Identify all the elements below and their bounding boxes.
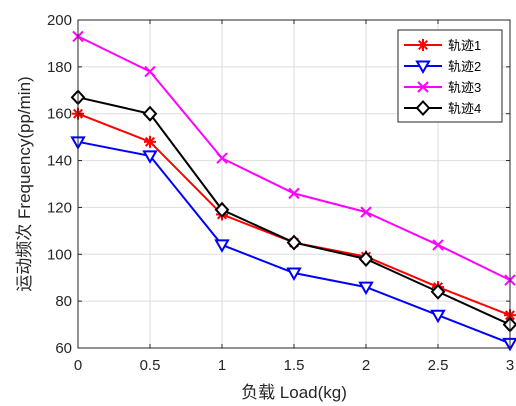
x-tick-label: 0: [74, 357, 82, 374]
data-point-x: [288, 187, 300, 200]
data-point-x: [417, 81, 429, 93]
data-point-asterisk: [144, 135, 156, 148]
data-point-diamond: [415, 100, 431, 116]
data-point-triangle-down: [214, 239, 230, 253]
series-group: [70, 30, 516, 352]
y-axis-label: 运动频次 Frequency(pp/min): [15, 76, 34, 291]
legend-label: 轨迹2: [448, 59, 481, 74]
y-tick-label: 120: [47, 199, 72, 216]
data-point-triangle-down: [358, 281, 374, 296]
y-tick-label: 100: [47, 246, 72, 263]
legend-label: 轨迹4: [448, 101, 481, 116]
legend-item: 轨迹1: [404, 38, 481, 53]
y-tick-label: 140: [47, 153, 72, 170]
x-axis-label: 负载 Load(kg): [241, 383, 347, 402]
ticks: [77, 19, 511, 349]
x-tick-label: 0.5: [140, 357, 161, 374]
data-point-x: [216, 152, 228, 164]
data-point-diamond: [214, 201, 230, 218]
x-tick-label: 1.5: [284, 357, 305, 374]
data-point-triangle-down: [430, 309, 446, 324]
data-point-diamond: [358, 250, 374, 267]
data-point-triangle-down: [142, 150, 158, 164]
y-tick-label: 60: [55, 340, 72, 357]
data-point-diamond: [142, 105, 158, 122]
legend-item: 轨迹4: [404, 100, 481, 116]
y-tick-label: 180: [47, 59, 72, 76]
tick-labels: 0 0.5 1 1.5 2 2.5 3 60 80 100 120 140 160 180 200: [47, 12, 514, 374]
x-tick-label: 2: [362, 357, 370, 374]
legend-label: 轨迹3: [448, 80, 481, 95]
data-point-x: [432, 239, 444, 251]
x-tick-label: 1: [218, 357, 226, 374]
legend-item: 轨迹2: [404, 59, 481, 75]
data-point-triangle-down: [415, 60, 431, 75]
data-point-x: [144, 65, 156, 78]
x-tick-label: 3: [506, 357, 514, 374]
data-point-asterisk: [417, 39, 429, 51]
y-tick-label: 200: [47, 12, 72, 29]
data-point-diamond: [430, 283, 446, 300]
legend-label: 轨迹1: [448, 38, 481, 53]
legend: 轨迹1 轨迹2 轨迹3 轨迹4: [397, 29, 503, 123]
x-tick-label: 2.5: [428, 357, 449, 374]
data-point-diamond: [286, 234, 302, 251]
data-point-x: [360, 206, 372, 218]
y-tick-label: 160: [47, 106, 72, 123]
y-tick-label: 80: [55, 293, 72, 310]
legend-item: 轨迹3: [404, 80, 481, 95]
data-point-triangle-down: [286, 267, 302, 282]
